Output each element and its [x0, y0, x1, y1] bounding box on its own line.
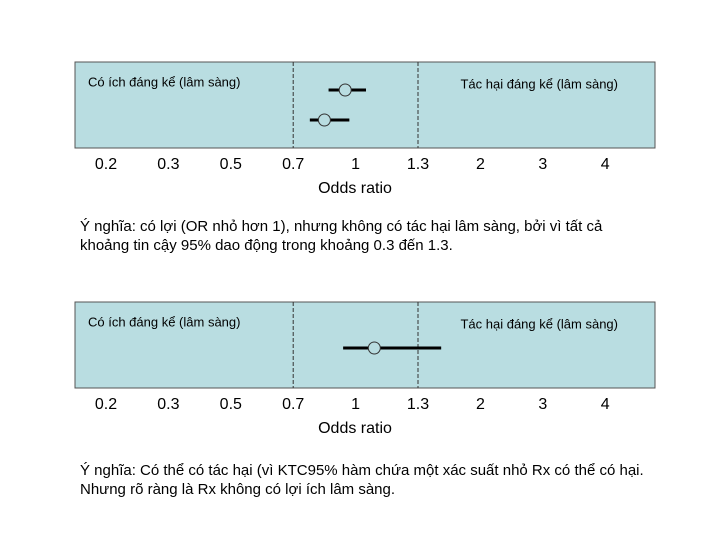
x-tick-label: 1 — [351, 156, 360, 173]
right-annotation: Tác hại đáng kể (lâm sàng) — [460, 76, 618, 91]
x-tick-label: 4 — [601, 156, 610, 173]
x-tick-label: 2 — [476, 396, 485, 413]
x-tick-label: 4 — [601, 396, 610, 413]
right-annotation: Tác hại đáng kể (lâm sàng) — [460, 316, 618, 331]
x-tick-label: 0.2 — [95, 396, 117, 413]
x-tick-label: 0.7 — [282, 156, 304, 173]
x-axis-label: Odds ratio — [318, 420, 392, 437]
caption: Ý nghĩa: Có thể có tác hại (vì KTC95% hà… — [80, 462, 644, 498]
x-axis-label: Odds ratio — [318, 180, 392, 197]
x-tick-label: 1 — [351, 396, 360, 413]
point-estimate — [338, 83, 352, 97]
plot-background — [74, 61, 656, 149]
x-tick-label: 0.3 — [157, 396, 179, 413]
left-annotation: Có ích đáng kể (lâm sàng) — [88, 314, 240, 329]
x-tick-label: 0.7 — [282, 396, 304, 413]
x-tick-label: 1.3 — [407, 396, 429, 413]
x-tick-label: 1.3 — [407, 156, 429, 173]
point-estimate — [317, 113, 331, 127]
point-estimate — [367, 341, 381, 355]
x-tick-label: 0.3 — [157, 156, 179, 173]
plot-background — [74, 301, 656, 389]
caption: Ý nghĩa: có lợi (OR nhỏ hơn 1), nhưng kh… — [80, 218, 603, 254]
x-tick-label: 2 — [476, 156, 485, 173]
x-tick-label: 0.5 — [220, 396, 242, 413]
x-tick-label: 0.2 — [95, 156, 117, 173]
left-annotation: Có ích đáng kể (lâm sàng) — [88, 74, 240, 89]
x-tick-label: 0.5 — [220, 156, 242, 173]
x-tick-label: 3 — [538, 396, 547, 413]
x-tick-label: 3 — [538, 156, 547, 173]
